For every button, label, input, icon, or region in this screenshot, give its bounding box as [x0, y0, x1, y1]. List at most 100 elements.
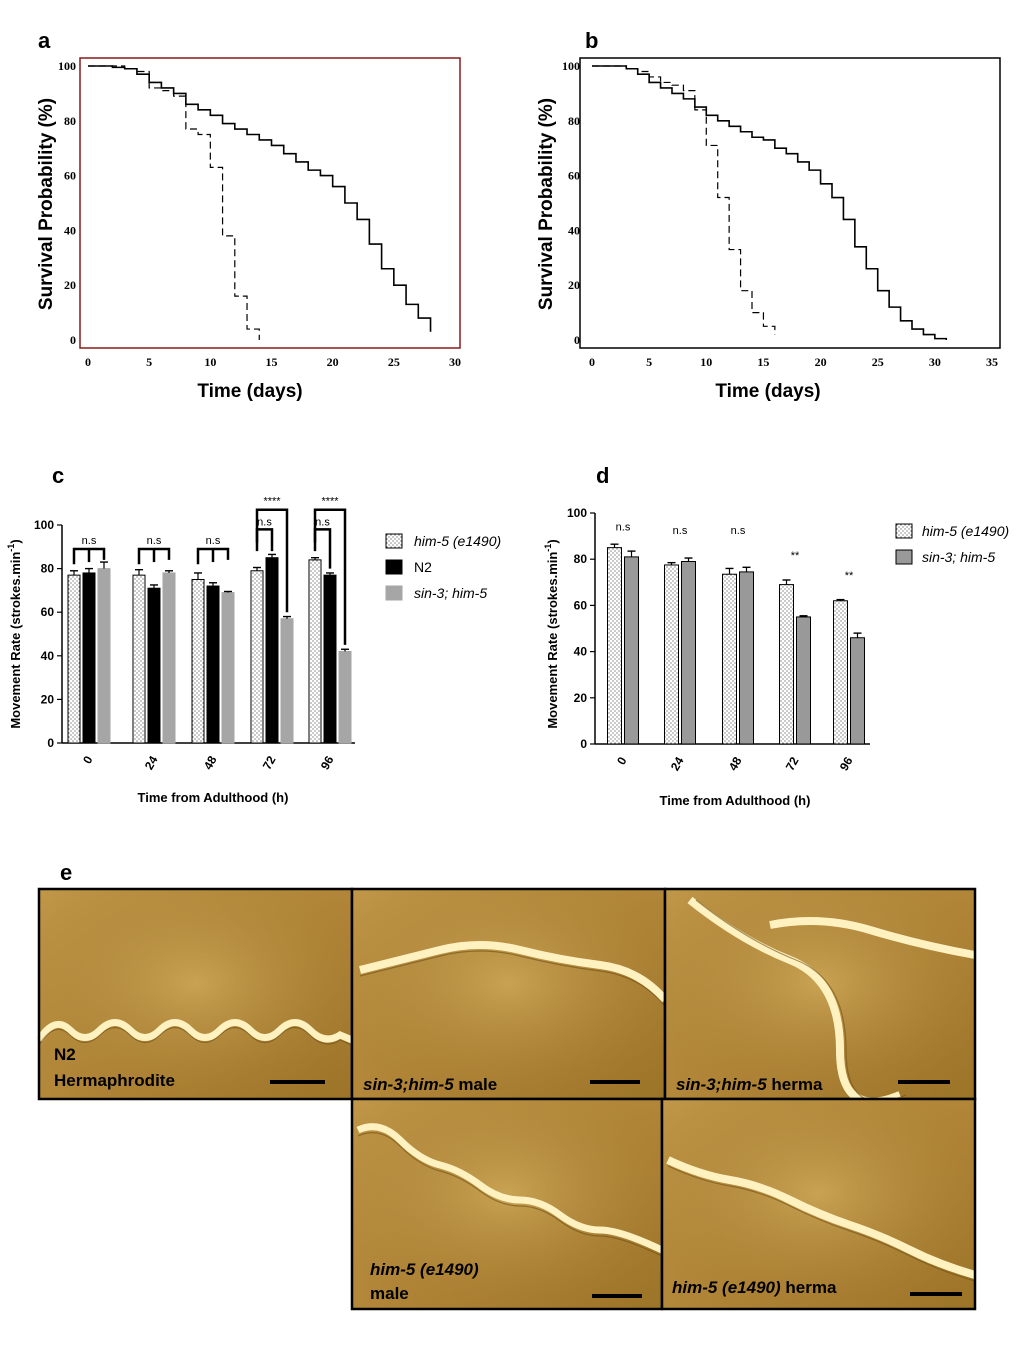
- photo-panel: N2 Hermaphrodite sin-3;him-5 male sin-3;…: [36, 887, 977, 1311]
- chart-d-bar: [664, 564, 679, 745]
- photo-sin3-him5-male: sin-3;him-5 male: [350, 887, 669, 1101]
- photo-sin3-him5-herma: sin-3;him-5 herma: [663, 887, 977, 1106]
- chart-c-bar: [147, 587, 161, 744]
- chart-c-ytick: 40: [41, 649, 55, 663]
- chart-b-ytick: 40: [568, 223, 580, 237]
- chart-a-xtick: 15: [266, 355, 278, 369]
- chart-a-ytick: 60: [64, 169, 76, 183]
- legend-c-swatch-n2: [385, 559, 403, 575]
- photo-5-caption-italic: him-5 (e1490): [672, 1278, 781, 1297]
- chart-d-xtick: 0: [614, 754, 630, 767]
- chart-c-sig-label: n.s: [82, 535, 97, 547]
- chart-a-series-solid: [88, 65, 432, 332]
- chart-c-bar: [323, 574, 337, 744]
- panel-letter-a: a: [38, 28, 51, 53]
- chart-c-xtick: 96: [318, 753, 337, 772]
- photo-n2-hermaphrodite: N2 Hermaphrodite: [36, 887, 354, 1101]
- chart-c-sig-label: n.s: [315, 516, 330, 528]
- scale-bar-4: [592, 1294, 642, 1298]
- chart-c-sig-label: n.s: [147, 535, 162, 547]
- chart-d-sig-label: **: [791, 550, 800, 562]
- chart-c-bar: [132, 574, 146, 744]
- chart-c-xtick: 24: [142, 753, 161, 772]
- photo-2-caption-italic: sin-3;him-5: [363, 1075, 454, 1094]
- chart-d-ytick: 60: [574, 598, 588, 612]
- scale-bar-3: [898, 1080, 950, 1084]
- chart-b: 0 5 10 15 20 25 30 35 0 20 40 60 80 100 Time (days) S…: [536, 57, 1001, 402]
- chart-c-bar: [308, 559, 322, 744]
- worm-5: [666, 1156, 977, 1279]
- chart-b-ylabel: Survival Probability (%): [536, 98, 557, 310]
- photo-him5-male: him-5 (e1490) male: [350, 1097, 664, 1311]
- chart-a-ytick: 100: [58, 59, 76, 73]
- photo-2-caption: sin-3;him-5 male: [363, 1075, 497, 1094]
- legend-d-sin3: sin-3; him-5: [922, 549, 995, 565]
- chart-d-xlabel: Time from Adulthood (h): [660, 793, 811, 808]
- chart-d-xtick: 48: [726, 754, 745, 773]
- chart-b-series-solid: [592, 65, 948, 340]
- chart-b-xtick: 0: [589, 355, 595, 369]
- chart-c-ytick: 20: [41, 692, 55, 706]
- chart-d-ylabel: Movement Rate (strokes.min-1): [543, 539, 560, 728]
- photo-him5-herma: him-5 (e1490) herma: [660, 1097, 977, 1311]
- chart-c-xtick: 72: [260, 753, 279, 772]
- chart-c-xlabel: Time from Adulthood (h): [138, 790, 289, 805]
- chart-a-xtick: 20: [327, 355, 339, 369]
- chart-d-ytick: 0: [580, 737, 587, 751]
- chart-c-xtick: 48: [201, 753, 220, 772]
- chart-c-sig-bracket-inner: [313, 528, 332, 569]
- scale-bar-1: [270, 1080, 325, 1084]
- chart-b-xtick: 20: [815, 355, 827, 369]
- chart-c-bar: [206, 585, 220, 744]
- chart-d: 0 20 40 60 80 100 0 24 48 72 96 n.s n.s n.s ** ** Time…: [543, 506, 1009, 808]
- chart-c-ytick: 0: [47, 736, 54, 750]
- chart-d-ylabel-sup: -1: [543, 544, 553, 552]
- legend-d-him5: him-5 (e1490): [922, 523, 1009, 539]
- chart-d-bar: [607, 547, 622, 745]
- chart-d-ylabel-close: ): [545, 539, 560, 543]
- chart-d-ytick: 100: [567, 506, 587, 520]
- photo-5-caption: him-5 (e1490) herma: [672, 1278, 837, 1297]
- panel-letter-c: c: [52, 463, 64, 488]
- chart-c-ytick: 60: [41, 605, 55, 619]
- chart-a: 0 5 10 15 20 25 30 0 20 40 60 80 100 Time (days) Sur…: [36, 57, 461, 402]
- chart-d-xtick: 24: [668, 754, 687, 773]
- chart-c-bar: [265, 557, 279, 744]
- chart-d-sig-label: **: [845, 570, 854, 582]
- chart-d-ytick: 20: [574, 691, 588, 705]
- chart-d-xtick: 72: [783, 754, 802, 773]
- chart-c-bar: [221, 592, 235, 744]
- chart-b-ytick: 100: [562, 59, 580, 73]
- chart-c-bar: [97, 568, 111, 744]
- chart-a-xtick: 30: [449, 355, 461, 369]
- chart-c-xtick: 0: [80, 753, 96, 766]
- chart-c-bar: [162, 572, 176, 744]
- chart-d-ytick: 80: [574, 552, 588, 566]
- chart-a-ytick: 40: [64, 223, 76, 237]
- chart-c-bar: [191, 579, 205, 744]
- chart-c-ylabel-sup: -1: [6, 544, 16, 552]
- chart-b-xtick: 30: [929, 355, 941, 369]
- worm-3a: [687, 896, 902, 1106]
- chart-c-ylabel-main: Movement Rate (strokes.min: [8, 552, 23, 729]
- photo-3-caption: sin-3;him-5 herma: [676, 1075, 823, 1094]
- legend-c-swatch-sin3: [385, 585, 403, 601]
- chart-c-ylabel: Movement Rate (strokes.min-1): [6, 539, 23, 728]
- chart-c-ytick: 80: [41, 562, 55, 576]
- chart-b-xtick: 5: [646, 355, 652, 369]
- chart-d-ylabel-main: Movement Rate (strokes.min: [545, 552, 560, 729]
- chart-a-xtick: 25: [388, 355, 400, 369]
- photo-1-line1: N2: [54, 1045, 76, 1064]
- chart-a-frame: [79, 57, 461, 349]
- chart-b-xtick: 10: [700, 355, 712, 369]
- chart-b-xlabel: Time (days): [715, 381, 820, 402]
- scale-bar-2: [590, 1080, 640, 1084]
- chart-c-sig-label: n.s: [206, 535, 221, 547]
- chart-a-series-dashed: [88, 65, 260, 340]
- chart-c-sig-label: n.s: [257, 516, 272, 528]
- chart-d-ytick: 40: [574, 645, 588, 659]
- chart-a-xtick: 5: [146, 355, 152, 369]
- chart-d-xtick: 96: [837, 754, 856, 773]
- legend-d-swatch-him5: [895, 523, 913, 539]
